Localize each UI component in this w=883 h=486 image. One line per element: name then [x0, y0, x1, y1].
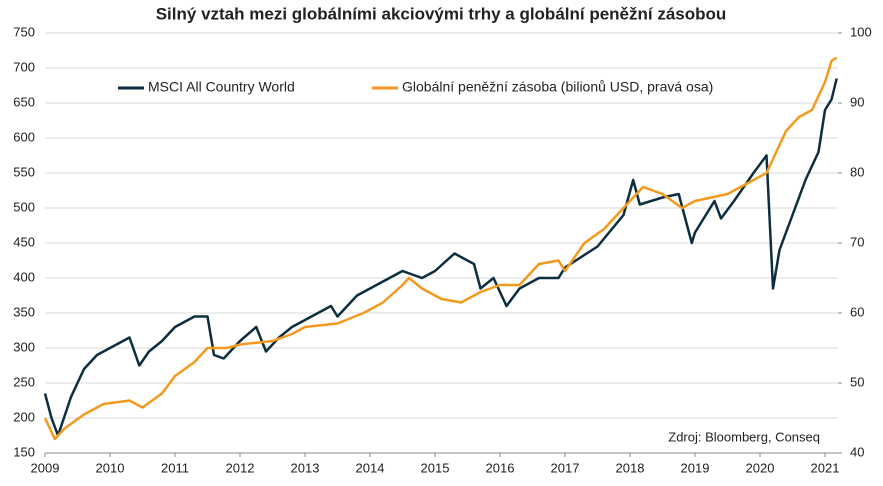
x-tick-label: 2012: [226, 460, 255, 475]
y-tick-label: 400: [13, 269, 35, 284]
y-tick-label: 650: [13, 94, 35, 109]
y2-tick-label: 100: [850, 24, 872, 39]
y-tick-label: 150: [13, 444, 35, 459]
x-tick-label: 2013: [291, 460, 320, 475]
x-tick-label: 2010: [96, 460, 125, 475]
y2-tick-label: 60: [850, 304, 864, 319]
chart-title: Silný vztah mezi globálními akciovými tr…: [156, 4, 727, 23]
x-tick-label: 2017: [551, 460, 580, 475]
x-tick-label: 2015: [421, 460, 450, 475]
y2-tick-label: 90: [850, 94, 864, 109]
x-tick-label: 2016: [486, 460, 515, 475]
annotation: Zdroj: Bloomberg, Conseq: [668, 429, 820, 444]
y-tick-label: 600: [13, 129, 35, 144]
x-tick-label: 2018: [616, 460, 645, 475]
y-tick-label: 500: [13, 199, 35, 214]
y2-tick-label: 40: [850, 444, 864, 459]
y-tick-label: 250: [13, 374, 35, 389]
y2-tick-label: 50: [850, 374, 864, 389]
y2-tick-label: 80: [850, 164, 864, 179]
y-tick-label: 350: [13, 304, 35, 319]
y-tick-label: 750: [13, 24, 35, 39]
x-tick-label: 2014: [356, 460, 385, 475]
y-tick-label: 700: [13, 59, 35, 74]
y-tick-label: 450: [13, 234, 35, 249]
y-tick-label: 200: [13, 409, 35, 424]
legend-label: MSCI All Country World: [148, 79, 295, 95]
series-line: [43, 78, 838, 437]
y2-tick-label: 70: [850, 234, 864, 249]
legend-label: Globální peněžní zásoba (bilionů USD, pr…: [402, 79, 713, 95]
x-tick-label: 2011: [161, 460, 189, 475]
series-line: [43, 56, 838, 441]
x-tick-label: 2009: [31, 460, 60, 475]
x-tick-label: 2020: [746, 460, 775, 475]
y-tick-label: 550: [13, 164, 35, 179]
x-tick-label: 2021: [811, 460, 840, 475]
y-tick-label: 300: [13, 339, 35, 354]
x-tick-label: 2019: [681, 460, 710, 475]
